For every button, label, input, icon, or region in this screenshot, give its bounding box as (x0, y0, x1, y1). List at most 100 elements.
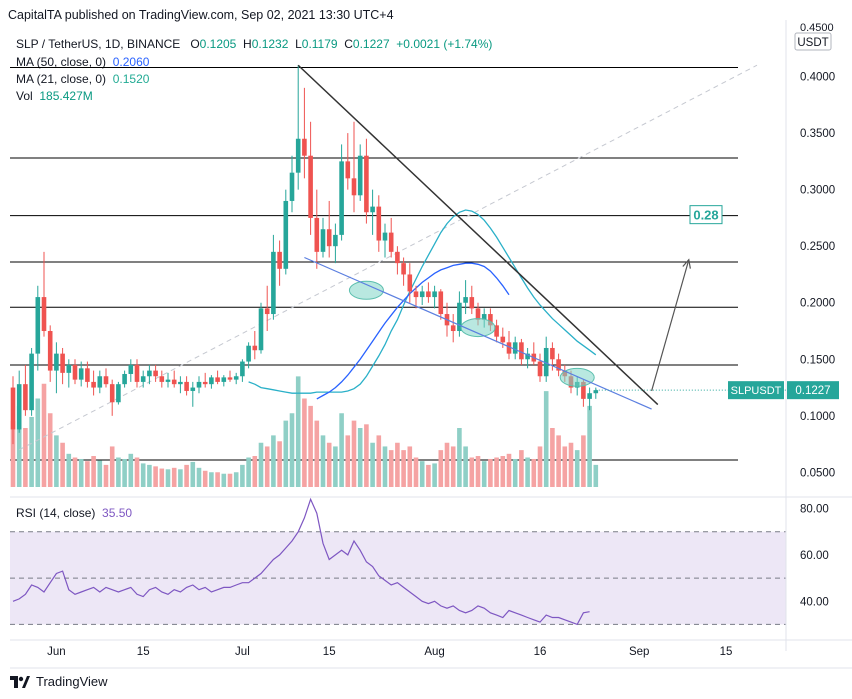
symbol-name[interactable]: SLP / TetherUS, 1D, BINANCE (16, 37, 181, 51)
candle-body (153, 370, 158, 377)
volume-bar (593, 464, 599, 487)
candle-body (289, 172, 295, 201)
tradingview-logo[interactable]: TradingView (10, 674, 108, 689)
currency-unit-label: USDT (797, 37, 828, 49)
volume-bar (295, 376, 301, 487)
volume-bar (190, 461, 196, 487)
candle-body (556, 359, 561, 371)
volume-bar (320, 435, 326, 487)
candle-body (264, 308, 270, 315)
volume-bar (537, 446, 543, 487)
candle-body (122, 373, 127, 385)
volume-bar (221, 473, 227, 487)
candle-body (60, 353, 65, 373)
volume-bar (109, 446, 115, 487)
candle-body (308, 155, 313, 218)
current-price-badge (787, 381, 839, 400)
target-label: 0.28 (693, 208, 718, 223)
price-tick-label: 0.3000 (800, 185, 835, 197)
candle-body (178, 381, 183, 385)
price-axis: SLPUSDT 0.1227 0.4000 0.3500 0.3000 0.2500 0.2… (10, 20, 852, 669)
candle-body (351, 178, 357, 196)
candle-body (357, 155, 363, 196)
volume-bar (271, 435, 276, 487)
volume-bar (388, 450, 394, 487)
candle-body (469, 297, 475, 309)
volume-bar (29, 416, 34, 487)
volume-legend[interactable]: Vol 185.427M (16, 89, 93, 103)
volume-bar (357, 428, 363, 487)
tradingview-logo-text: TradingView (36, 674, 108, 689)
change-value: +0.0021 (+1.74%) (396, 37, 493, 51)
candle-body (407, 274, 413, 292)
volume-bar (512, 458, 518, 487)
volume-bar (308, 405, 313, 487)
volume-bar (153, 466, 158, 487)
volume-bar (23, 428, 28, 487)
price-tick-label: 0.2000 (800, 298, 835, 310)
publisher-line: CapitalTA published on TradingView.com, … (8, 8, 394, 22)
volume-bar (85, 461, 90, 487)
candle-body (196, 381, 202, 388)
highlight-zones (348, 280, 595, 387)
candle-body (271, 251, 276, 315)
candle-body (35, 297, 41, 354)
volume-bar (16, 405, 22, 487)
volume-bar (103, 464, 109, 487)
candle-body (395, 251, 400, 264)
volume-bar (469, 457, 475, 487)
candle-body (413, 291, 419, 298)
candle-body (277, 251, 282, 269)
candle-body (184, 381, 189, 391)
price-tick-label: 0.0500 (800, 467, 835, 479)
volume-bar (550, 428, 555, 487)
rsi-legend[interactable]: RSI (14, close) 35.50 (16, 506, 132, 520)
time-tick-label: 15 (720, 646, 733, 658)
time-tick-label: Jul (235, 646, 250, 658)
candle-body (283, 200, 289, 269)
volume-bar (47, 413, 53, 487)
volume-bar (60, 442, 65, 487)
candle-body (326, 229, 332, 247)
price-tick-label: 0.3500 (800, 128, 835, 140)
candle-body (438, 291, 444, 315)
volume-bar (326, 442, 332, 487)
volume-bar (401, 450, 406, 487)
rsi-tick-label: 80.00 (800, 504, 829, 516)
candle-body (519, 342, 524, 360)
candle-body (376, 206, 382, 241)
time-tick-label: 15 (137, 646, 150, 658)
descending-trend-line (297, 64, 659, 406)
volume-bar (54, 435, 59, 487)
candle-body (54, 353, 59, 371)
volume-bar (227, 473, 233, 487)
volume-bar (147, 464, 152, 487)
candle-body (246, 345, 251, 362)
candle-body (165, 379, 171, 382)
volume-bar (202, 470, 208, 487)
volume-bars (10, 376, 599, 487)
volume-bar (426, 464, 431, 487)
volume-bar (506, 453, 512, 487)
candle-body (481, 314, 487, 320)
volume-bar (283, 420, 289, 487)
high-label: H (243, 37, 252, 51)
current-price-badge-text: 0.1227 (795, 385, 830, 397)
close-value: 0.1227 (352, 37, 390, 51)
candle-body (314, 217, 320, 252)
candle-body (16, 384, 22, 430)
candle-body (587, 393, 592, 399)
candle-body (382, 232, 388, 241)
dashed-trend-line (18, 64, 758, 451)
volume-bar (277, 441, 282, 487)
ma50-legend[interactable]: MA (50, close, 0) 0.2060 (16, 55, 149, 69)
volume-bar (246, 457, 251, 487)
volume-bar (351, 420, 357, 487)
ma21-legend[interactable]: MA (21, close, 0) 0.1520 (16, 72, 149, 86)
volume-bar (140, 463, 146, 487)
volume-bar (184, 464, 189, 487)
ma21-line (248, 209, 597, 394)
candle-body (116, 384, 121, 403)
open-value: 0.1205 (199, 37, 237, 51)
